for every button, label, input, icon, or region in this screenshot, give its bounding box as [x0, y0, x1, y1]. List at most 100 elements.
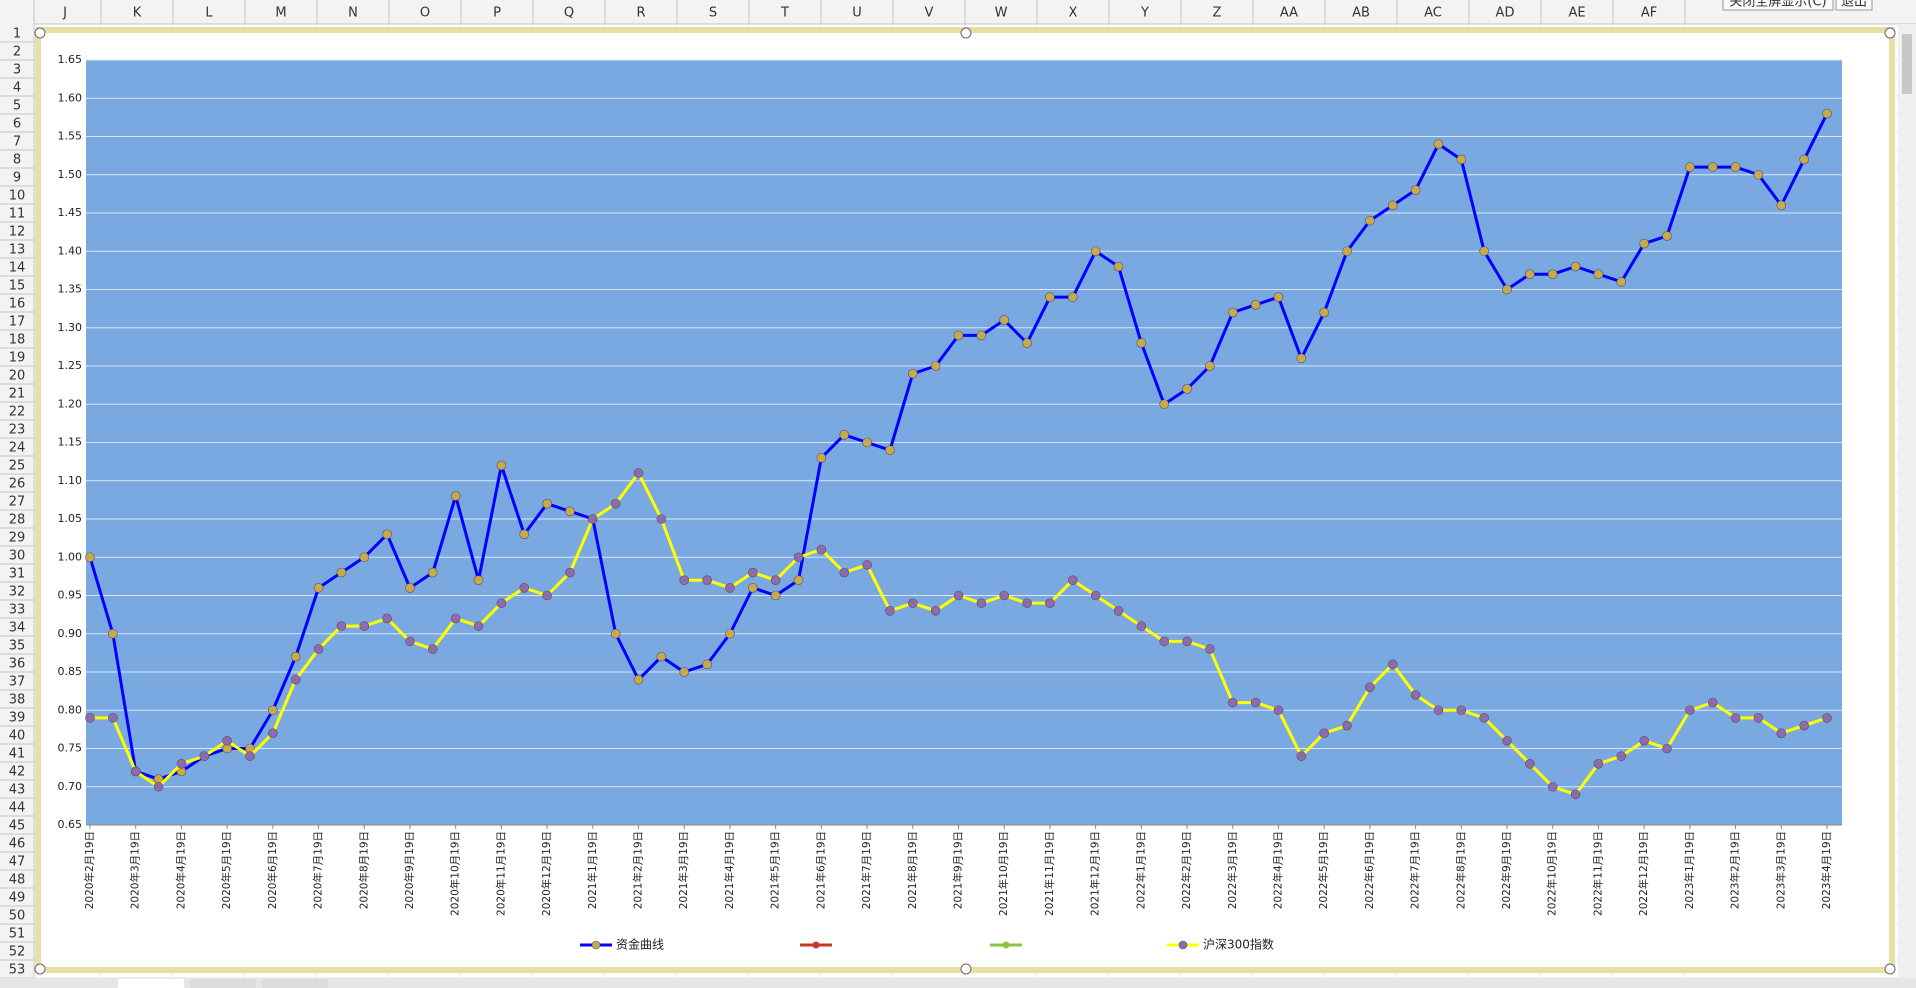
data-point [85, 552, 95, 563]
data-point [1182, 636, 1192, 647]
row-header: 45 [9, 819, 26, 834]
data-point [976, 330, 987, 341]
column-header: Q [564, 6, 574, 21]
data-point [862, 560, 872, 570]
data-point [1342, 246, 1352, 257]
data-point [999, 590, 1010, 601]
data-point [679, 667, 690, 677]
data-point [1136, 338, 1147, 348]
row-header: 26 [9, 477, 26, 492]
y-tick-label: 1.30 [58, 321, 83, 334]
x-tick-label: 2022年3月19日 [1226, 831, 1239, 909]
data-point [1456, 705, 1467, 716]
data-point [1410, 185, 1421, 195]
data-point [816, 544, 827, 555]
handle[interactable] [1884, 27, 1896, 39]
legend-marker [591, 940, 601, 950]
y-tick-label: 1.50 [58, 168, 83, 181]
data-point [1387, 200, 1398, 211]
column-header: L [205, 6, 213, 21]
x-tick-label: 2020年5月19日 [220, 831, 233, 909]
handle[interactable] [1884, 963, 1896, 975]
scroll-thumb[interactable] [1902, 34, 1912, 94]
data-point [1707, 697, 1718, 708]
row-headers: 1234567891011121314151617181920212223242… [0, 27, 34, 979]
sheet-tab[interactable] [190, 979, 256, 988]
x-tick-label: 2021年8月19日 [906, 831, 919, 909]
data-point [953, 330, 964, 341]
row-header: 37 [9, 675, 26, 690]
sheet-tab[interactable] [262, 979, 328, 988]
row-header: 40 [9, 729, 26, 744]
data-point [268, 728, 278, 739]
data-point [816, 452, 827, 463]
row-header: 6 [13, 117, 21, 132]
y-tick-label: 1.60 [58, 91, 83, 104]
sheet-tab[interactable] [118, 979, 184, 988]
data-point [1593, 758, 1604, 769]
vertical-scrollbar[interactable] [1898, 24, 1916, 978]
column-header: V [925, 6, 934, 21]
x-tick-label: 2023年4月19日 [1820, 831, 1833, 909]
handle[interactable] [34, 963, 46, 975]
column-header: Z [1213, 6, 1222, 21]
data-point [1547, 269, 1558, 280]
row-header: 27 [9, 495, 26, 510]
row-header: 43 [9, 783, 26, 798]
data-point [839, 430, 850, 440]
data-point [450, 491, 461, 501]
fullscreen-button[interactable] [1722, 0, 1834, 11]
column-header: AE [1568, 6, 1585, 21]
handle[interactable] [960, 27, 972, 39]
x-tick-label: 2020年6月19日 [266, 831, 279, 909]
data-point [1776, 200, 1787, 211]
data-point [1250, 299, 1261, 310]
data-point [1410, 690, 1421, 700]
data-point [1319, 307, 1329, 318]
y-tick-label: 0.85 [58, 665, 83, 678]
data-point [1342, 720, 1352, 731]
row-header: 24 [9, 441, 26, 456]
x-tick-label: 2020年10月19日 [449, 831, 462, 916]
legend-label: 资金曲线 [616, 937, 664, 952]
data-point [1502, 284, 1512, 295]
row-header: 52 [9, 945, 26, 960]
exit-button[interactable] [1835, 0, 1873, 11]
row-header: 48 [9, 873, 26, 888]
column-header: P [493, 6, 501, 21]
handle[interactable] [960, 963, 972, 975]
x-tick-label: 2023年1月19日 [1683, 831, 1696, 909]
data-point [1365, 215, 1375, 226]
x-tick-label: 2022年11月19日 [1591, 831, 1604, 916]
data-point [702, 659, 712, 670]
data-point [1159, 399, 1169, 410]
row-header: 51 [9, 927, 26, 942]
data-point [1547, 781, 1558, 792]
data-point [1639, 736, 1649, 746]
handle[interactable] [34, 27, 46, 39]
x-tick-label: 2020年8月19日 [357, 831, 370, 909]
data-point [428, 567, 438, 578]
x-tick-label: 2021年6月19日 [814, 831, 827, 909]
data-point [1387, 659, 1398, 670]
data-point [1662, 743, 1672, 754]
data-point [1182, 384, 1192, 394]
data-point [656, 514, 667, 524]
x-tick-label: 2023年3月19日 [1774, 831, 1787, 909]
data-point [428, 644, 438, 654]
plot: 0.65 0.70 0.75 0.80 0.85 0.90 0.95 1.00 1.05 1.10… [58, 53, 1842, 916]
data-point [359, 621, 370, 631]
column-header: M [275, 6, 286, 21]
data-point [1113, 261, 1124, 272]
data-point [1136, 621, 1147, 631]
data-point [1593, 269, 1604, 280]
data-point [885, 605, 895, 616]
row-header: 36 [9, 657, 26, 672]
data-point [130, 766, 141, 777]
data-point [907, 368, 918, 379]
data-point [405, 583, 415, 593]
column-header: R [636, 6, 645, 21]
data-point [1045, 598, 1055, 608]
data-point [313, 644, 324, 654]
data-point [450, 613, 461, 624]
